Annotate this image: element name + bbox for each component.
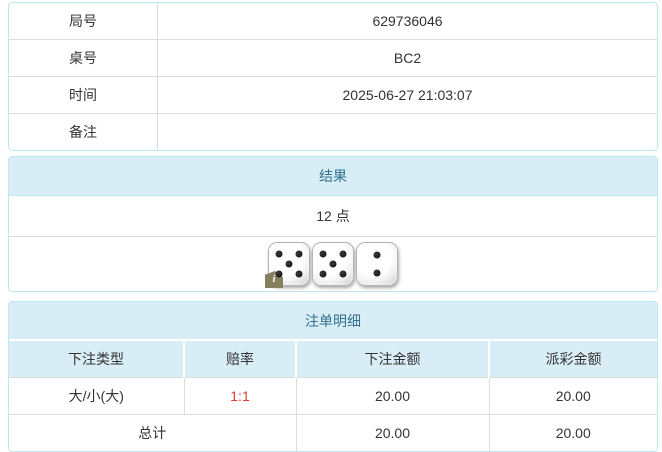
time-value: 2025-06-27 21:03:07 bbox=[342, 87, 473, 103]
die-pip bbox=[339, 250, 347, 258]
table-number-label: 桌号 bbox=[9, 40, 158, 76]
bet-row: 大/小(大) 1:1 20.00 20.00 bbox=[9, 377, 657, 415]
die-pip bbox=[295, 270, 303, 278]
info-row-time: 时间 2025-06-27 21:03:07 bbox=[9, 77, 657, 114]
info-row-remark: 备注 bbox=[9, 114, 657, 150]
col-header-odds: 赔率 bbox=[183, 341, 296, 378]
die-pip bbox=[329, 260, 337, 268]
info-row-table: 桌号 BC2 bbox=[9, 40, 657, 77]
remark-value bbox=[158, 114, 657, 150]
game-info-panel: 局号 629736046 桌号 BC2 时间 2025-06-27 21:03:… bbox=[8, 2, 658, 151]
col-header-payout-amount: 派彩金额 bbox=[488, 341, 657, 378]
result-panel: 结果 12 点 i bbox=[8, 156, 658, 292]
remark-label: 备注 bbox=[9, 114, 158, 150]
result-panel-title: 结果 bbox=[9, 157, 657, 196]
total-payout-amount-cell: 20.00 bbox=[488, 414, 657, 451]
die-3 bbox=[356, 242, 398, 286]
bets-table: 下注类型 赔率 下注金额 派彩金额 大/小(大) 1:1 20.00 20.00… bbox=[9, 341, 657, 451]
bet-detail-page: 局号 629736046 桌号 BC2 时间 2025-06-27 21:03:… bbox=[8, 2, 658, 452]
result-points: 12 点 bbox=[9, 196, 657, 237]
total-row: 总计 20.00 20.00 bbox=[9, 414, 657, 451]
bets-panel: 注单明细 下注类型 赔率 下注金额 派彩金额 大/小(大) 1:1 20.00 … bbox=[8, 301, 658, 452]
die-pip bbox=[295, 250, 303, 258]
die-1: i bbox=[265, 242, 310, 288]
die-pip bbox=[319, 270, 327, 278]
die-pip bbox=[339, 270, 347, 278]
col-header-bet-amount: 下注金额 bbox=[295, 341, 489, 378]
info-row-round: 局号 629736046 bbox=[9, 3, 657, 40]
bet-type-cell: 大/小(大) bbox=[9, 377, 184, 415]
time-label: 时间 bbox=[9, 77, 158, 113]
die-pip bbox=[319, 250, 327, 258]
round-number-value: 629736046 bbox=[372, 13, 443, 29]
dice-row: i bbox=[9, 237, 657, 291]
round-number-label: 局号 bbox=[9, 3, 158, 39]
payout-amount-cell: 20.00 bbox=[488, 377, 657, 415]
die-pip bbox=[373, 269, 381, 277]
die-2 bbox=[312, 242, 354, 286]
bets-panel-title: 注单明细 bbox=[9, 302, 657, 341]
die-pip bbox=[285, 260, 293, 268]
total-label-cell: 总计 bbox=[9, 414, 296, 451]
die-pip bbox=[275, 250, 283, 258]
col-header-bet-type: 下注类型 bbox=[9, 341, 184, 378]
die-pip bbox=[275, 270, 283, 278]
bets-header-row: 下注类型 赔率 下注金额 派彩金额 bbox=[9, 341, 657, 378]
die-pip bbox=[373, 251, 381, 259]
table-number-value: BC2 bbox=[393, 50, 422, 66]
bet-amount-cell: 20.00 bbox=[295, 377, 489, 415]
bet-odds-cell: 1:1 bbox=[183, 377, 296, 415]
total-bet-amount-cell: 20.00 bbox=[295, 414, 489, 451]
